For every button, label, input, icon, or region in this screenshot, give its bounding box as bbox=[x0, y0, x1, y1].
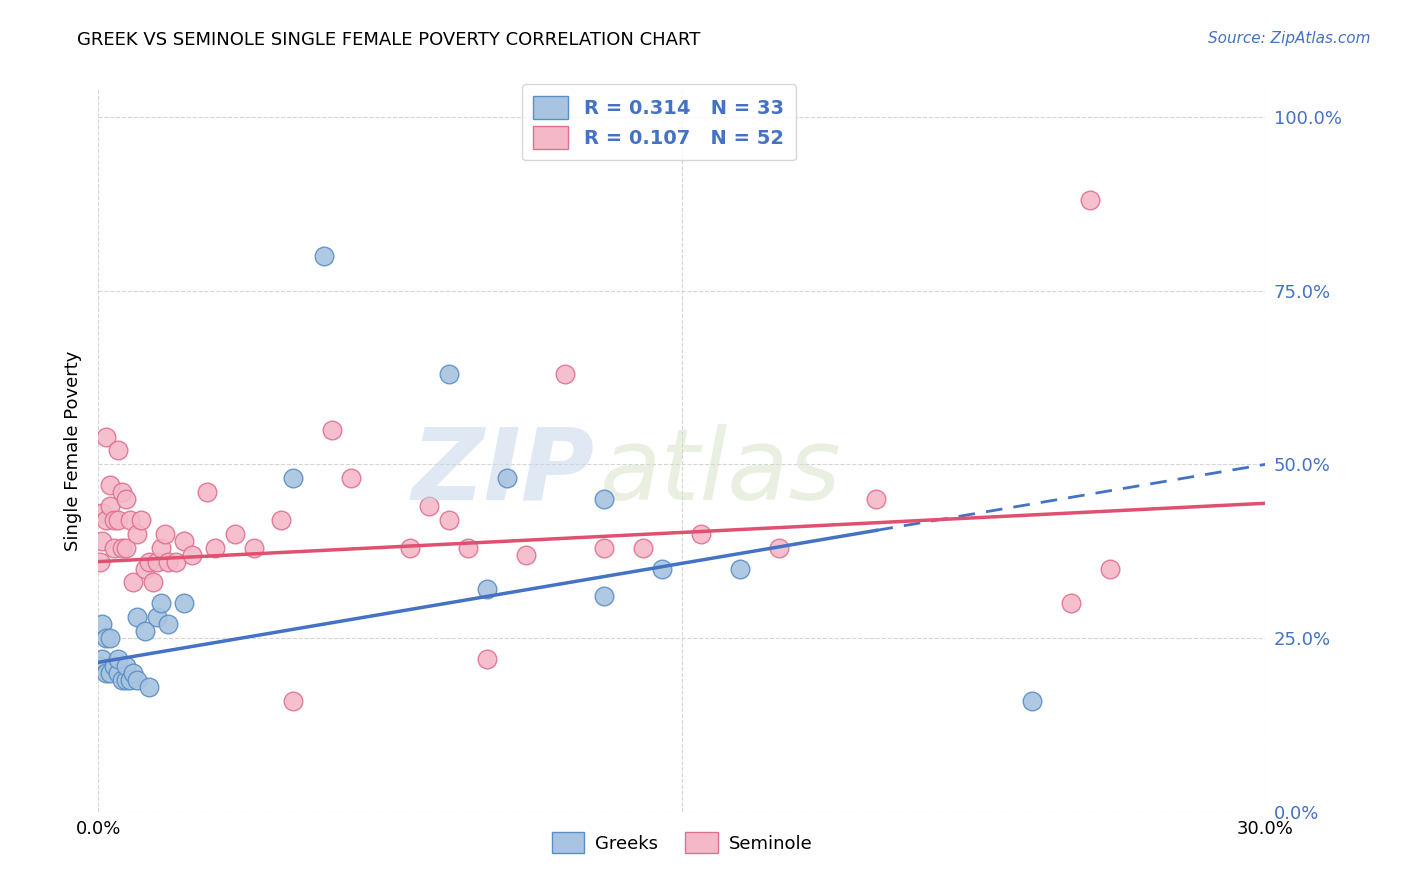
Point bbox=[515, 548, 537, 562]
Point bbox=[96, 665, 118, 680]
Point bbox=[134, 561, 156, 575]
Point bbox=[1021, 693, 1043, 707]
Point bbox=[142, 575, 165, 590]
Point bbox=[270, 513, 292, 527]
Point bbox=[107, 652, 129, 666]
Point bbox=[149, 596, 172, 610]
Point bbox=[1080, 194, 1102, 208]
Point bbox=[129, 513, 152, 527]
Point bbox=[91, 652, 114, 666]
Point bbox=[111, 485, 134, 500]
Point bbox=[146, 610, 169, 624]
Point bbox=[107, 443, 129, 458]
Point bbox=[122, 665, 145, 680]
Point bbox=[114, 673, 136, 687]
Point bbox=[204, 541, 226, 555]
Point bbox=[127, 610, 149, 624]
Point bbox=[91, 617, 114, 632]
Point bbox=[103, 541, 125, 555]
Point bbox=[127, 526, 149, 541]
Point bbox=[153, 526, 176, 541]
Point bbox=[149, 541, 172, 555]
Point bbox=[157, 555, 180, 569]
Point bbox=[98, 478, 121, 492]
Point bbox=[165, 555, 187, 569]
Point bbox=[1098, 561, 1121, 575]
Point bbox=[690, 526, 713, 541]
Point bbox=[865, 492, 887, 507]
Point bbox=[477, 582, 499, 597]
Point bbox=[173, 596, 195, 610]
Y-axis label: Single Female Poverty: Single Female Poverty bbox=[63, 351, 82, 550]
Text: ZIP: ZIP bbox=[412, 424, 595, 521]
Point bbox=[340, 471, 363, 485]
Point bbox=[122, 575, 145, 590]
Point bbox=[103, 513, 125, 527]
Point bbox=[195, 485, 218, 500]
Point bbox=[243, 541, 266, 555]
Point bbox=[593, 541, 616, 555]
Text: GREEK VS SEMINOLE SINGLE FEMALE POVERTY CORRELATION CHART: GREEK VS SEMINOLE SINGLE FEMALE POVERTY … bbox=[77, 31, 700, 49]
Point bbox=[418, 499, 440, 513]
Point bbox=[107, 665, 129, 680]
Point bbox=[554, 367, 576, 381]
Point bbox=[91, 533, 114, 548]
Point bbox=[631, 541, 654, 555]
Point bbox=[98, 631, 121, 645]
Point bbox=[437, 513, 460, 527]
Point bbox=[111, 541, 134, 555]
Point bbox=[437, 367, 460, 381]
Point bbox=[114, 658, 136, 673]
Point bbox=[111, 673, 134, 687]
Point bbox=[224, 526, 246, 541]
Point bbox=[146, 555, 169, 569]
Point bbox=[593, 492, 616, 507]
Point bbox=[496, 471, 519, 485]
Point bbox=[768, 541, 790, 555]
Point bbox=[312, 249, 335, 263]
Legend: Greeks, Seminole: Greeks, Seminole bbox=[544, 825, 820, 861]
Point bbox=[91, 506, 114, 520]
Point bbox=[138, 555, 160, 569]
Point bbox=[281, 693, 304, 707]
Point bbox=[107, 513, 129, 527]
Point bbox=[398, 541, 420, 555]
Point bbox=[138, 680, 160, 694]
Point bbox=[127, 673, 149, 687]
Point bbox=[96, 631, 118, 645]
Point bbox=[89, 658, 111, 673]
Point bbox=[114, 541, 136, 555]
Point bbox=[98, 665, 121, 680]
Point bbox=[477, 652, 499, 666]
Text: atlas: atlas bbox=[600, 424, 842, 521]
Point bbox=[118, 513, 141, 527]
Point bbox=[118, 673, 141, 687]
Point bbox=[98, 499, 121, 513]
Point bbox=[593, 590, 616, 604]
Point bbox=[651, 561, 673, 575]
Point bbox=[457, 541, 479, 555]
Point bbox=[321, 423, 343, 437]
Point bbox=[103, 658, 125, 673]
Text: Source: ZipAtlas.com: Source: ZipAtlas.com bbox=[1208, 31, 1371, 46]
Point bbox=[281, 471, 304, 485]
Point bbox=[134, 624, 156, 639]
Point bbox=[89, 555, 111, 569]
Point bbox=[180, 548, 202, 562]
Point bbox=[96, 513, 118, 527]
Point bbox=[173, 533, 195, 548]
Point bbox=[1060, 596, 1083, 610]
Point bbox=[96, 429, 118, 443]
Point bbox=[157, 617, 180, 632]
Point bbox=[114, 492, 136, 507]
Point bbox=[730, 561, 752, 575]
